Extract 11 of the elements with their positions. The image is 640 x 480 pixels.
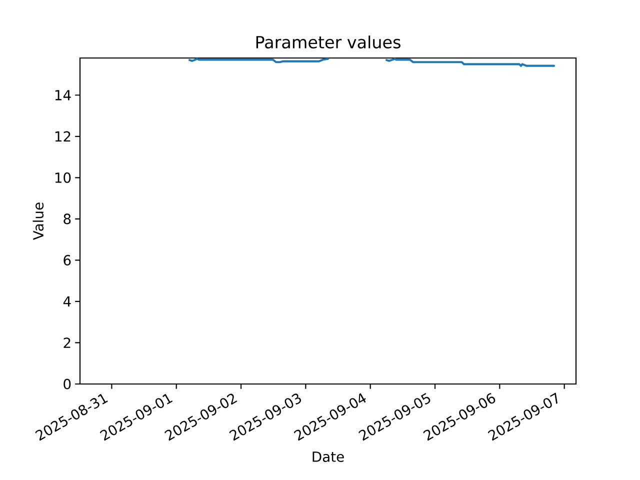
y-tick-label: 14 xyxy=(55,90,71,100)
y-tick-label: 12 xyxy=(55,131,70,142)
x-axis-title: Date xyxy=(312,452,344,462)
chart-title: Parameter values xyxy=(256,36,400,48)
y-tick-label: 0 xyxy=(64,378,71,390)
y-tick-label: 2 xyxy=(64,338,70,348)
y-tick-label: 10 xyxy=(55,172,71,183)
y-axis-title: Value xyxy=(32,202,44,240)
y-tick-label: 8 xyxy=(64,214,71,224)
y-tick-label: 4 xyxy=(63,296,71,307)
y-tick-label: 6 xyxy=(64,254,71,266)
